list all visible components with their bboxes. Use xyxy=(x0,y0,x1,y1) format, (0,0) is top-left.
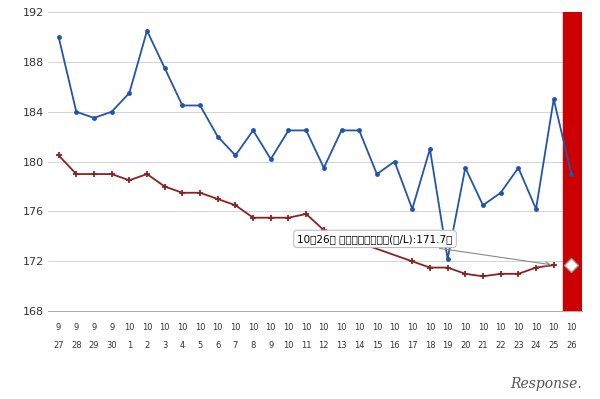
Text: 1: 1 xyxy=(127,341,132,350)
Text: 2: 2 xyxy=(145,341,149,350)
Text: 27: 27 xyxy=(53,341,64,350)
Text: 10: 10 xyxy=(442,323,453,332)
Text: 10: 10 xyxy=(142,323,152,332)
Text: 10月26日 ハイオク実売価格(円/L):171.7円: 10月26日 ハイオク実売価格(円/L):171.7円 xyxy=(298,234,550,266)
Text: Response.: Response. xyxy=(510,377,582,391)
Text: 12: 12 xyxy=(319,341,329,350)
Text: 10: 10 xyxy=(354,323,364,332)
Text: 18: 18 xyxy=(425,341,435,350)
Text: 13: 13 xyxy=(336,341,347,350)
Text: 25: 25 xyxy=(548,341,559,350)
Text: 20: 20 xyxy=(460,341,470,350)
Text: 6: 6 xyxy=(215,341,220,350)
Text: 9: 9 xyxy=(74,323,79,332)
Text: 7: 7 xyxy=(233,341,238,350)
Text: 10: 10 xyxy=(496,323,506,332)
Text: 10: 10 xyxy=(319,323,329,332)
Text: 26: 26 xyxy=(566,341,577,350)
Text: 30: 30 xyxy=(106,341,117,350)
Text: 11: 11 xyxy=(301,341,311,350)
Text: 10: 10 xyxy=(195,323,205,332)
Text: 9: 9 xyxy=(268,341,274,350)
Text: 24: 24 xyxy=(531,341,541,350)
Text: 21: 21 xyxy=(478,341,488,350)
Text: 14: 14 xyxy=(354,341,364,350)
Text: 9: 9 xyxy=(91,323,97,332)
Bar xyxy=(563,12,581,311)
Text: 10: 10 xyxy=(336,323,347,332)
Text: 10: 10 xyxy=(548,323,559,332)
Text: 16: 16 xyxy=(389,341,400,350)
Text: 3: 3 xyxy=(162,341,167,350)
Text: 10: 10 xyxy=(531,323,541,332)
Text: 10: 10 xyxy=(389,323,400,332)
Text: 10: 10 xyxy=(160,323,170,332)
Text: 17: 17 xyxy=(407,341,418,350)
Text: 23: 23 xyxy=(513,341,524,350)
Text: 22: 22 xyxy=(496,341,506,350)
Text: 10: 10 xyxy=(177,323,188,332)
Text: 10: 10 xyxy=(425,323,435,332)
Text: 10: 10 xyxy=(283,341,294,350)
Text: 10: 10 xyxy=(301,323,311,332)
Text: 10: 10 xyxy=(566,323,577,332)
Text: 10: 10 xyxy=(371,323,382,332)
Text: 8: 8 xyxy=(250,341,256,350)
Text: 15: 15 xyxy=(371,341,382,350)
Text: 19: 19 xyxy=(442,341,453,350)
Text: 10: 10 xyxy=(478,323,488,332)
Text: 9: 9 xyxy=(109,323,114,332)
Text: 4: 4 xyxy=(180,341,185,350)
Text: 5: 5 xyxy=(197,341,203,350)
Text: 10: 10 xyxy=(513,323,524,332)
Text: 10: 10 xyxy=(248,323,259,332)
Text: 10: 10 xyxy=(212,323,223,332)
Text: 10: 10 xyxy=(460,323,470,332)
Text: 10: 10 xyxy=(266,323,276,332)
Text: 10: 10 xyxy=(407,323,418,332)
Text: 10: 10 xyxy=(124,323,134,332)
Text: 10: 10 xyxy=(283,323,294,332)
Text: 28: 28 xyxy=(71,341,82,350)
Text: 9: 9 xyxy=(56,323,61,332)
Text: 29: 29 xyxy=(89,341,99,350)
Text: 10: 10 xyxy=(230,323,241,332)
